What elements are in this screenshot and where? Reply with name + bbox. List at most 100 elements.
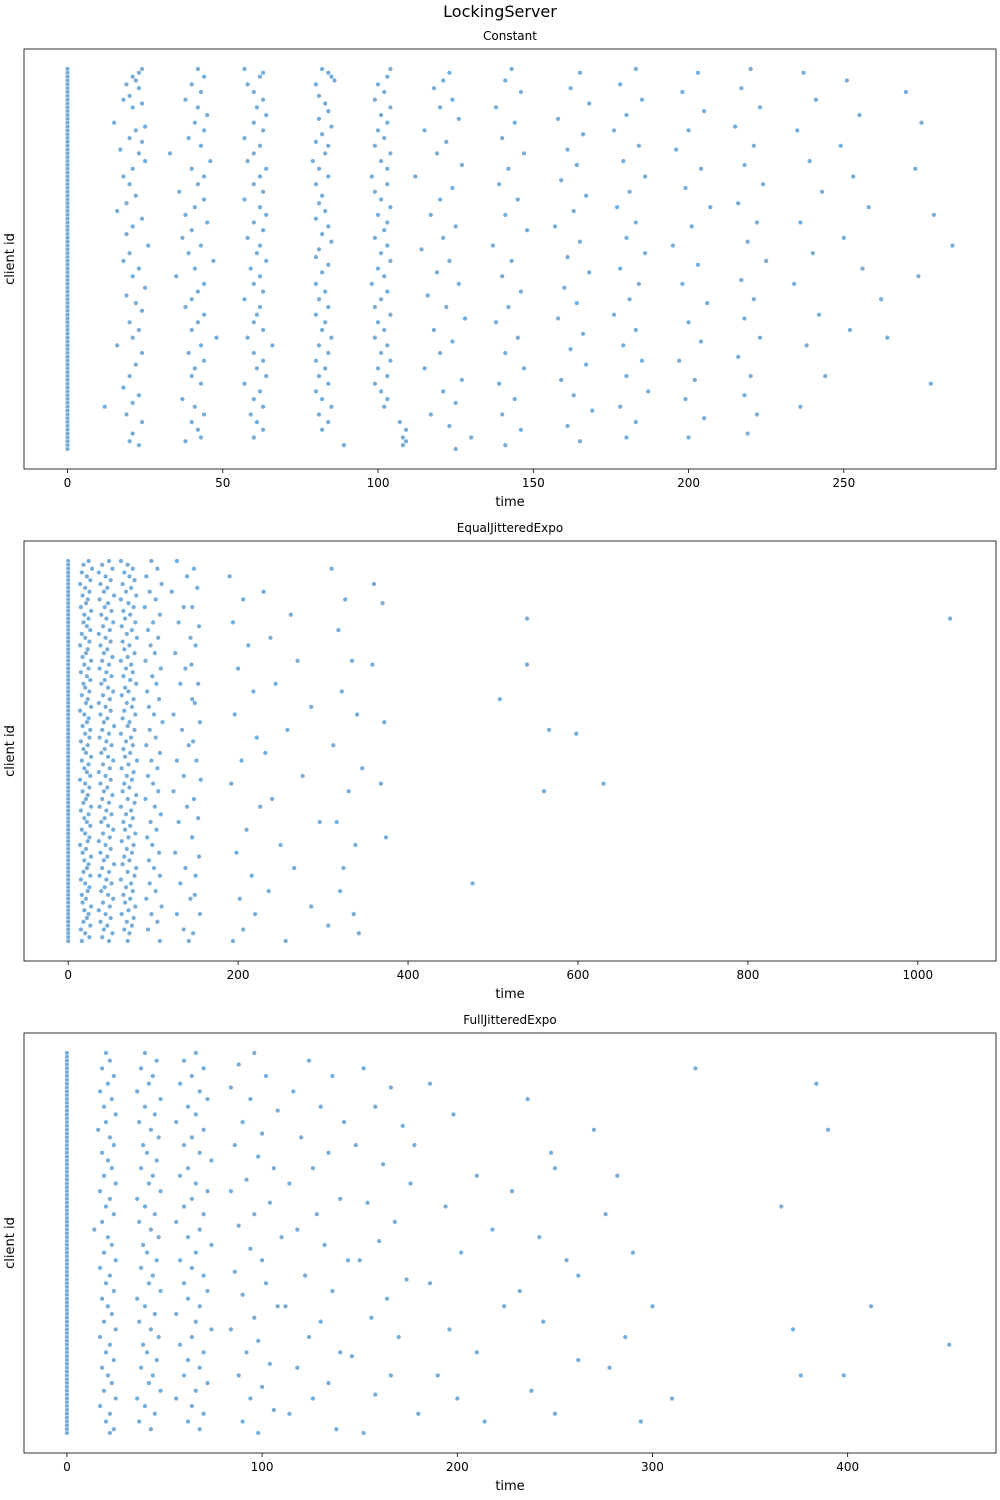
data-point bbox=[695, 70, 701, 76]
data-point bbox=[515, 196, 521, 202]
data-point bbox=[109, 566, 115, 572]
data-point bbox=[87, 627, 93, 633]
data-point bbox=[99, 934, 105, 940]
data-point bbox=[189, 604, 195, 610]
data-point bbox=[104, 646, 110, 652]
data-point bbox=[126, 930, 132, 936]
data-point bbox=[105, 823, 111, 829]
data-point bbox=[614, 204, 620, 210]
data-point bbox=[98, 888, 104, 894]
data-point bbox=[372, 97, 378, 103]
data-point bbox=[236, 1372, 242, 1378]
data-point bbox=[450, 339, 456, 345]
data-point bbox=[251, 281, 257, 287]
data-point bbox=[99, 1365, 105, 1371]
chart-svg-full-jittered-expo: FullJitteredExpo 0 100 200 300 400 time client … bbox=[3, 1013, 997, 1494]
data-point bbox=[810, 250, 816, 256]
data-point bbox=[124, 700, 130, 706]
data-point bbox=[122, 900, 128, 906]
data-point bbox=[381, 327, 387, 333]
data-point bbox=[372, 143, 378, 149]
data-point bbox=[254, 104, 260, 110]
data-point bbox=[695, 262, 701, 268]
data-point bbox=[250, 688, 256, 694]
data-point bbox=[181, 1372, 187, 1378]
data-point bbox=[251, 150, 257, 156]
data-point bbox=[195, 319, 201, 325]
data-point bbox=[257, 243, 263, 249]
data-point bbox=[295, 658, 301, 664]
data-point bbox=[946, 1342, 952, 1348]
data-point bbox=[319, 396, 325, 402]
chart-title: EqualJitteredExpo bbox=[457, 521, 563, 535]
data-point bbox=[365, 1200, 371, 1206]
data-point bbox=[177, 681, 183, 687]
x-tick-label: 300 bbox=[641, 1460, 664, 1474]
data-point bbox=[271, 1407, 277, 1413]
data-point bbox=[546, 727, 552, 733]
data-point bbox=[573, 731, 579, 737]
data-point bbox=[257, 143, 263, 149]
data-point bbox=[88, 804, 94, 810]
data-point bbox=[85, 742, 91, 748]
data-point bbox=[624, 373, 630, 379]
data-point bbox=[497, 696, 503, 702]
data-point bbox=[260, 227, 266, 233]
data-point bbox=[128, 662, 134, 668]
data-point bbox=[154, 765, 160, 771]
data-point bbox=[127, 677, 133, 683]
data-point bbox=[284, 727, 290, 733]
data-point bbox=[903, 89, 909, 95]
data-point bbox=[950, 243, 956, 249]
data-point bbox=[108, 577, 114, 583]
data-point bbox=[329, 1288, 335, 1294]
data-point bbox=[489, 1227, 495, 1233]
data-point bbox=[134, 1296, 140, 1302]
data-point bbox=[189, 834, 195, 840]
data-point bbox=[174, 758, 180, 764]
data-point bbox=[130, 166, 136, 172]
data-point bbox=[146, 1380, 152, 1386]
data-point bbox=[98, 612, 104, 618]
data-point bbox=[103, 877, 109, 883]
data-point bbox=[181, 1280, 187, 1286]
data-point bbox=[310, 1165, 316, 1171]
data-point bbox=[453, 223, 459, 229]
data-point bbox=[155, 788, 161, 794]
data-point bbox=[101, 1104, 107, 1110]
data-point bbox=[156, 1234, 162, 1240]
data-point bbox=[148, 1326, 154, 1332]
data-point bbox=[306, 1334, 312, 1340]
data-point bbox=[136, 327, 142, 333]
x-tick-label: 200 bbox=[446, 1460, 469, 1474]
data-point bbox=[493, 104, 499, 110]
data-point bbox=[384, 243, 390, 249]
data-point bbox=[555, 116, 561, 122]
data-point bbox=[123, 412, 129, 418]
data-point bbox=[210, 258, 216, 264]
data-point bbox=[104, 854, 110, 860]
data-point bbox=[108, 639, 114, 645]
data-point bbox=[103, 1119, 109, 1125]
data-point bbox=[404, 1277, 410, 1283]
data-point bbox=[931, 212, 937, 218]
data-point bbox=[142, 1303, 148, 1309]
data-point bbox=[622, 1334, 628, 1340]
data-point bbox=[228, 1326, 234, 1332]
x-tick: 800 bbox=[736, 961, 759, 982]
data-point bbox=[82, 635, 88, 641]
data-point bbox=[325, 923, 331, 929]
data-point bbox=[189, 1334, 195, 1340]
data-point bbox=[378, 158, 384, 164]
data-point bbox=[154, 1058, 160, 1064]
data-point bbox=[148, 758, 154, 764]
data-point bbox=[232, 1142, 238, 1148]
data-point bbox=[257, 204, 263, 210]
data-point bbox=[263, 212, 269, 218]
data-point bbox=[148, 1227, 154, 1233]
data-point bbox=[97, 1265, 103, 1271]
data-point bbox=[86, 589, 92, 595]
data-point bbox=[131, 577, 137, 583]
data-point bbox=[262, 750, 268, 756]
data-point bbox=[101, 927, 107, 933]
